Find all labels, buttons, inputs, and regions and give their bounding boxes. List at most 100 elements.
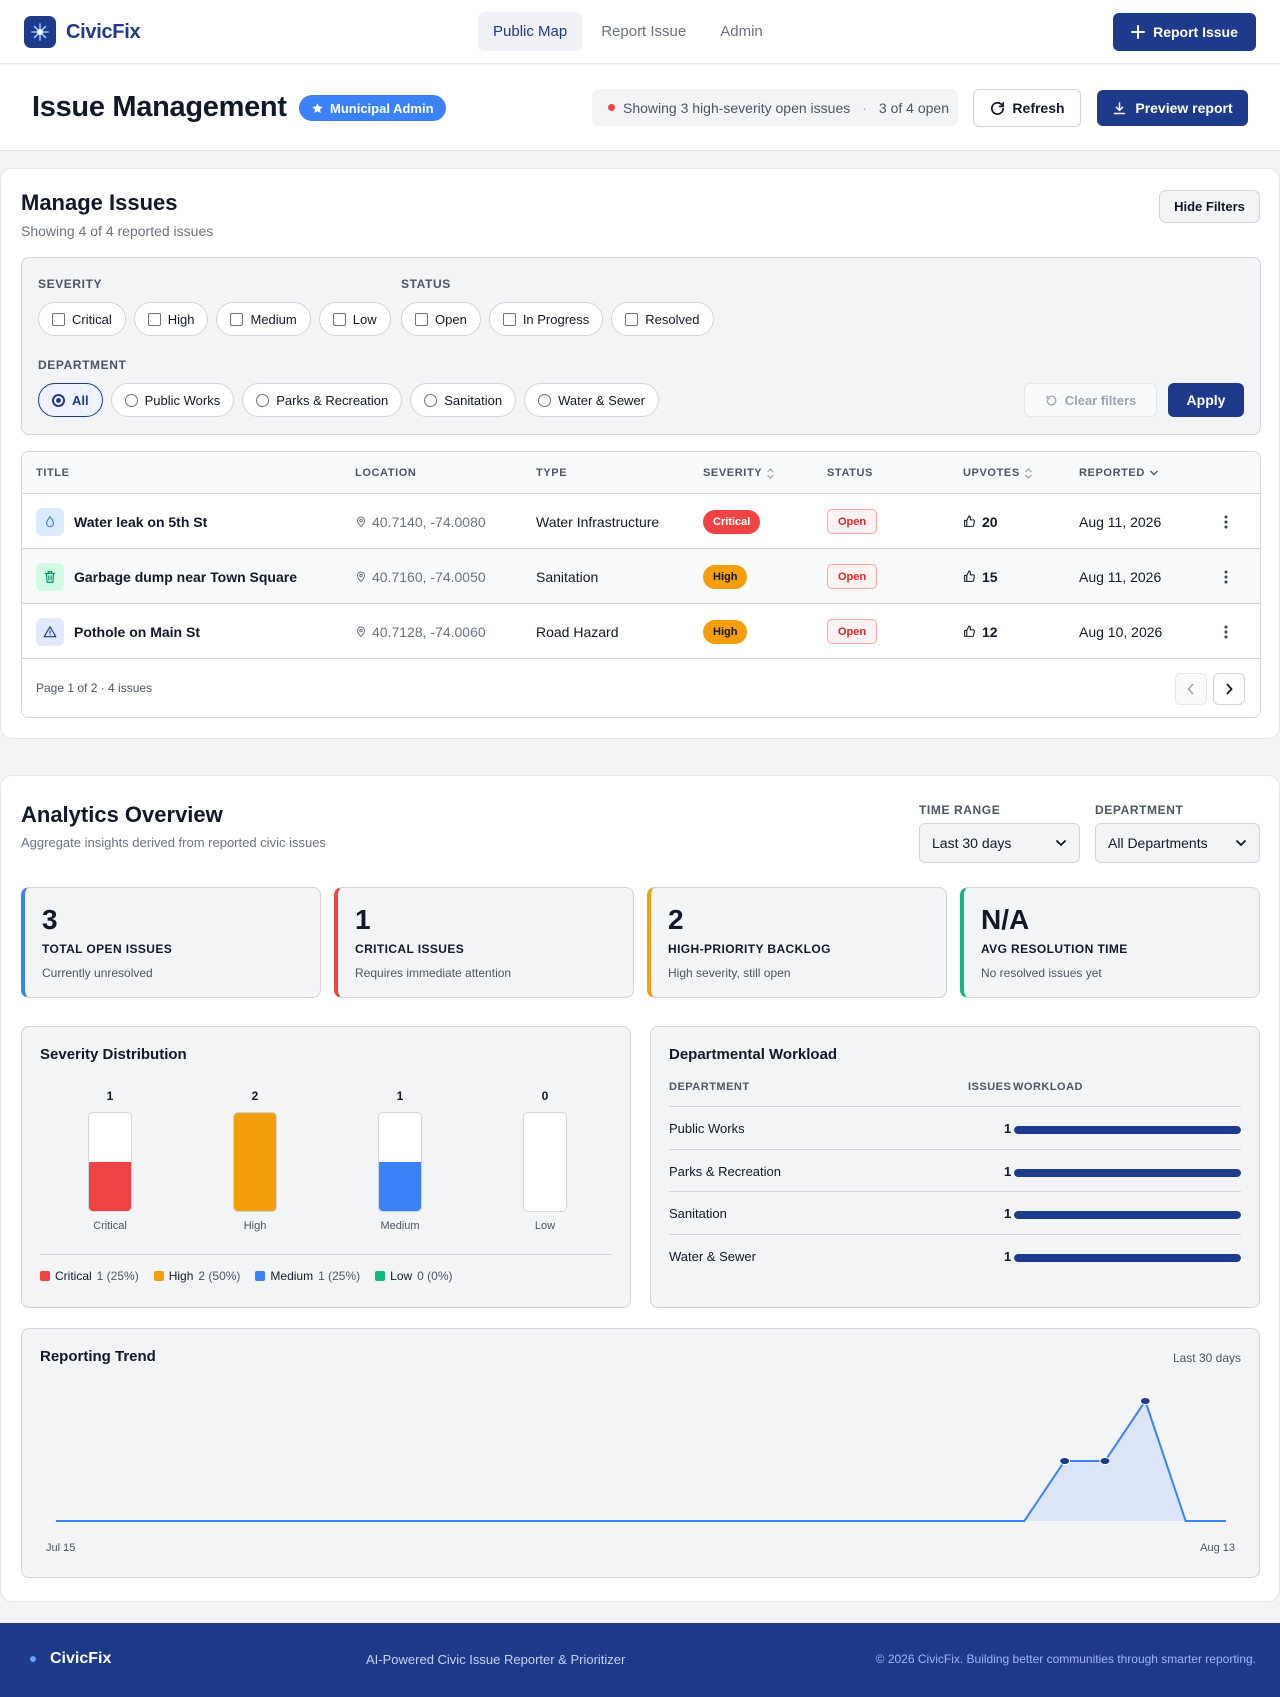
- brand-name: CivicFix: [66, 20, 141, 43]
- preview-report-label: Preview report: [1135, 100, 1233, 116]
- table-row[interactable]: Garbage dump near Town Square 40.7160, -…: [22, 549, 1260, 604]
- trend-point[interactable]: [1139, 1397, 1151, 1405]
- bar-category-label: High: [243, 1220, 267, 1232]
- time-range-select[interactable]: Last 30 days: [919, 823, 1080, 863]
- issue-location-cell: 40.7160, -74.0050: [355, 549, 486, 604]
- map-pin-icon: [356, 571, 366, 583]
- department-chip-water-sewer[interactable]: Water & Sewer: [524, 383, 660, 417]
- row-actions-button[interactable]: [1224, 549, 1228, 604]
- download-icon: [1114, 101, 1126, 114]
- status-filter-label: STATUS: [401, 277, 451, 291]
- column-severity[interactable]: SEVERITY: [703, 467, 775, 479]
- prev-page-button[interactable]: [1175, 673, 1207, 705]
- bar-category-label: Medium: [380, 1220, 420, 1232]
- radio-button[interactable]: [424, 393, 438, 407]
- status-chip-open[interactable]: Open: [401, 302, 481, 336]
- radio-button[interactable]: [124, 393, 138, 407]
- refresh-button[interactable]: Refresh: [973, 89, 1081, 127]
- trend-point[interactable]: [1059, 1457, 1071, 1465]
- checkbox[interactable]: [332, 312, 346, 326]
- chip-label: Resolved: [645, 311, 700, 327]
- table-row[interactable]: Water leak on 5th St 40.7140, -74.0080 W…: [22, 494, 1260, 549]
- status-badge: Open: [827, 509, 878, 534]
- issue-upvotes-cell: 12: [963, 604, 998, 659]
- checkbox[interactable]: [625, 312, 639, 326]
- checkbox[interactable]: [230, 312, 244, 326]
- nav-link-public-map[interactable]: Public Map: [478, 12, 583, 51]
- thumbs-up-icon[interactable]: [963, 570, 976, 583]
- preview-report-button[interactable]: Preview report: [1097, 90, 1248, 126]
- trend-x-end: Aug 13: [1200, 1542, 1235, 1554]
- department-filter-label: DEPARTMENT: [38, 358, 127, 372]
- workload-bar-fill: [1014, 1126, 1241, 1134]
- hide-filters-button[interactable]: Hide Filters: [1159, 190, 1260, 223]
- kpi-label: HIGH-PRIORITY BACKLOG: [668, 942, 831, 956]
- column-upvotes[interactable]: UPVOTES: [963, 467, 1033, 479]
- checkbox[interactable]: [147, 312, 161, 326]
- severity-chip-high[interactable]: High: [133, 302, 209, 336]
- column-location: LOCATION: [355, 467, 416, 479]
- table-row[interactable]: Pothole on Main St 40.7128, -74.0060 Roa…: [22, 604, 1260, 659]
- brand-logo[interactable]: CivicFix: [24, 16, 141, 48]
- nav-report-issue-button[interactable]: Report Issue: [1113, 13, 1256, 51]
- checkbox[interactable]: [52, 312, 65, 326]
- chevron-down-icon[interactable]: [1149, 469, 1159, 477]
- status-chip-in-progress[interactable]: In Progress: [488, 302, 604, 336]
- radio-button[interactable]: [538, 393, 552, 407]
- checkbox[interactable]: [415, 312, 428, 326]
- issue-title[interactable]: Pothole on Main St: [74, 623, 200, 640]
- issue-title[interactable]: Garbage dump near Town Square: [74, 568, 298, 585]
- status-chip-resolved[interactable]: Resolved: [611, 302, 714, 336]
- bar-track: [233, 1112, 277, 1212]
- row-actions-button[interactable]: [1224, 494, 1228, 549]
- thumbs-up-icon[interactable]: [963, 515, 976, 528]
- issue-status-cell: Open: [827, 494, 878, 549]
- chip-label: Parks & Recreation: [276, 392, 389, 408]
- time-range-label: TIME RANGE: [919, 803, 1001, 817]
- issue-severity-cell: High: [703, 604, 748, 659]
- radio-button[interactable]: [52, 393, 65, 407]
- sort-icon[interactable]: [766, 467, 775, 479]
- footer-brand[interactable]: CivicFix: [30, 1650, 111, 1668]
- nav-link-report-issue[interactable]: Report Issue: [601, 23, 687, 40]
- trend-point[interactable]: [1099, 1457, 1111, 1465]
- department-chip-public-works[interactable]: Public Works: [110, 383, 235, 417]
- more-vertical-icon[interactable]: [1224, 515, 1228, 529]
- issue-title-cell: Garbage dump near Town Square: [36, 549, 297, 604]
- nav-report-issue-label: Report Issue: [1153, 24, 1238, 40]
- reset-icon: [1046, 395, 1057, 405]
- department-chip-all[interactable]: All: [38, 383, 103, 417]
- clear-filters-button[interactable]: Clear filters: [1024, 383, 1157, 417]
- row-actions-button[interactable]: [1224, 604, 1228, 659]
- department-chip-sanitation[interactable]: Sanitation: [410, 383, 517, 417]
- severity-chip-low[interactable]: Low: [318, 302, 391, 336]
- issue-title[interactable]: Water leak on 5th St: [74, 513, 208, 530]
- workload-col-department: DEPARTMENT: [669, 1081, 750, 1093]
- radio-button[interactable]: [256, 393, 270, 407]
- status-dot-icon: [608, 104, 615, 111]
- next-page-button[interactable]: [1213, 673, 1245, 705]
- sort-icon[interactable]: [1024, 467, 1033, 479]
- checkbox[interactable]: [502, 312, 516, 326]
- nav-link-admin[interactable]: Admin: [720, 23, 763, 40]
- workload-issue-count: 1: [1004, 1248, 1012, 1264]
- apply-filters-button[interactable]: Apply: [1168, 383, 1244, 417]
- trash-icon: [36, 562, 64, 591]
- issue-status-cell: Open: [827, 549, 878, 604]
- severity-chip-medium[interactable]: Medium: [216, 302, 311, 336]
- department-chip-parks-recreation[interactable]: Parks & Recreation: [242, 383, 403, 417]
- issue-status-cell: Open: [827, 604, 878, 659]
- severity-chip-critical[interactable]: Critical: [38, 302, 126, 336]
- column-status: STATUS: [827, 467, 873, 479]
- more-vertical-icon[interactable]: [1224, 625, 1228, 639]
- column-reported[interactable]: REPORTED: [1079, 467, 1159, 479]
- more-vertical-icon[interactable]: [1224, 570, 1228, 584]
- column-label: SEVERITY: [703, 467, 763, 479]
- star-icon: [312, 102, 323, 113]
- nav-links: Public Map Report Issue Admin: [478, 12, 778, 51]
- workload-row: Water & Sewer 1: [669, 1233, 1241, 1276]
- bar-value-label: 1: [396, 1089, 404, 1103]
- analytics-department-select[interactable]: All Departments: [1095, 823, 1260, 863]
- thumbs-up-icon[interactable]: [963, 625, 976, 638]
- chip-label: Water & Sewer: [558, 392, 646, 408]
